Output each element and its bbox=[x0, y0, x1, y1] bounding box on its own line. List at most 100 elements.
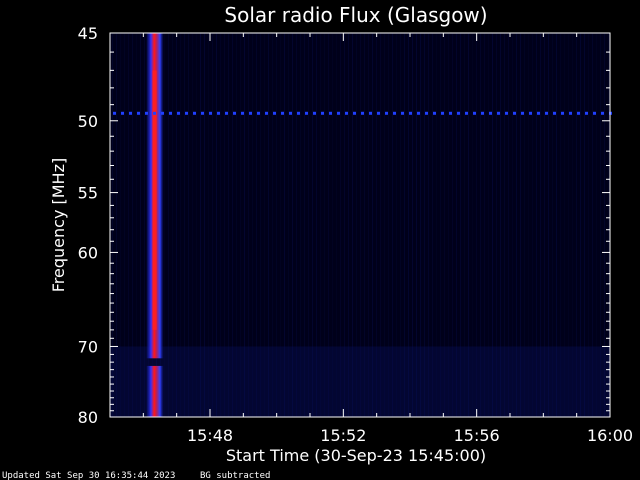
texture-stripe bbox=[184, 33, 185, 417]
texture-stripe bbox=[252, 33, 253, 417]
texture-stripe bbox=[224, 33, 225, 417]
y-tick-label: 50 bbox=[78, 112, 98, 131]
texture-stripe bbox=[520, 33, 521, 417]
interference-dot bbox=[537, 111, 540, 115]
texture-stripe bbox=[392, 33, 393, 417]
texture-stripe bbox=[296, 33, 297, 417]
texture-stripe bbox=[164, 33, 165, 417]
texture-stripe bbox=[136, 33, 137, 417]
plot-area bbox=[110, 33, 610, 417]
texture-stripe bbox=[492, 33, 493, 417]
texture-stripe bbox=[564, 33, 565, 417]
texture-stripe bbox=[532, 33, 533, 417]
texture-stripe bbox=[544, 33, 545, 417]
texture-stripe bbox=[312, 33, 313, 417]
texture-stripe bbox=[300, 33, 301, 417]
interference-dot bbox=[401, 111, 404, 115]
texture-stripe bbox=[576, 33, 577, 417]
interference-dot bbox=[289, 111, 292, 115]
interference-dot bbox=[481, 111, 484, 115]
texture-stripe bbox=[440, 33, 441, 417]
texture-stripe bbox=[384, 33, 385, 417]
interference-dot bbox=[113, 111, 116, 115]
texture-stripe bbox=[512, 33, 513, 417]
texture-stripe bbox=[476, 33, 477, 417]
texture-stripe bbox=[120, 33, 121, 417]
interference-dot bbox=[145, 111, 148, 115]
texture-stripe bbox=[408, 33, 409, 417]
interference-dot bbox=[297, 111, 300, 115]
interference-dot bbox=[129, 111, 132, 115]
texture-stripe bbox=[568, 33, 569, 417]
y-tick-label: 60 bbox=[78, 243, 98, 262]
interference-dot bbox=[281, 111, 284, 115]
interference-dot bbox=[345, 111, 348, 115]
texture-stripe bbox=[140, 33, 141, 417]
y-tick-label: 55 bbox=[78, 184, 98, 203]
texture-stripe bbox=[180, 33, 181, 417]
texture-stripe bbox=[124, 33, 125, 417]
texture-stripe bbox=[244, 33, 245, 417]
interference-dot bbox=[521, 111, 524, 115]
texture-stripe bbox=[232, 33, 233, 417]
texture-stripe bbox=[280, 33, 281, 417]
interference-dot bbox=[257, 111, 260, 115]
interference-dot bbox=[425, 111, 428, 115]
texture-stripe bbox=[528, 33, 529, 417]
interference-dot bbox=[505, 111, 508, 115]
radio-burst bbox=[146, 33, 164, 417]
interference-dot bbox=[329, 111, 332, 115]
texture-stripe bbox=[340, 33, 341, 417]
texture-stripe bbox=[236, 33, 237, 417]
interference-dot bbox=[385, 111, 388, 115]
texture-stripe bbox=[556, 33, 557, 417]
interference-dot bbox=[153, 111, 156, 115]
texture-stripe bbox=[192, 33, 193, 417]
interference-dot bbox=[265, 111, 268, 115]
interference-dot bbox=[337, 111, 340, 115]
burst-core bbox=[152, 70, 157, 330]
interference-dot bbox=[529, 111, 532, 115]
texture-stripe bbox=[480, 33, 481, 417]
interference-dot bbox=[273, 111, 276, 115]
interference-dot bbox=[585, 111, 588, 115]
texture-stripe bbox=[144, 33, 145, 417]
texture-stripe bbox=[604, 33, 605, 417]
texture-stripe bbox=[400, 33, 401, 417]
x-tick-label: 15:56 bbox=[454, 426, 500, 445]
interference-dot bbox=[177, 111, 180, 115]
texture-stripe bbox=[540, 33, 541, 417]
interference-dot bbox=[305, 111, 308, 115]
texture-stripe bbox=[572, 33, 573, 417]
interference-dot bbox=[377, 111, 380, 115]
texture-stripe bbox=[504, 33, 505, 417]
texture-stripe bbox=[508, 33, 509, 417]
interference-dot bbox=[465, 111, 468, 115]
texture-stripe bbox=[292, 33, 293, 417]
y-tick-label: 80 bbox=[78, 408, 98, 427]
texture-stripe bbox=[364, 33, 365, 417]
texture-stripe bbox=[188, 33, 189, 417]
texture-stripe bbox=[452, 33, 453, 417]
interference-dot bbox=[369, 111, 372, 115]
texture-stripe bbox=[116, 33, 117, 417]
x-tick-label: 15:52 bbox=[320, 426, 366, 445]
texture-stripe bbox=[112, 33, 113, 417]
texture-stripe bbox=[588, 33, 589, 417]
texture-stripe bbox=[424, 33, 425, 417]
texture-stripe bbox=[500, 33, 501, 417]
texture-stripe bbox=[308, 33, 309, 417]
interference-dot bbox=[601, 111, 604, 115]
texture-stripe bbox=[288, 33, 289, 417]
texture-stripe bbox=[348, 33, 349, 417]
texture-stripe bbox=[404, 33, 405, 417]
texture-stripe bbox=[256, 33, 257, 417]
texture-stripe bbox=[416, 33, 417, 417]
chart-title: Solar radio Flux (Glasgow) bbox=[224, 3, 487, 27]
texture-stripe bbox=[304, 33, 305, 417]
texture-stripe bbox=[600, 33, 601, 417]
texture-stripe bbox=[536, 33, 537, 417]
texture-stripe bbox=[608, 33, 609, 417]
texture-stripe bbox=[552, 33, 553, 417]
texture-stripe bbox=[436, 33, 437, 417]
